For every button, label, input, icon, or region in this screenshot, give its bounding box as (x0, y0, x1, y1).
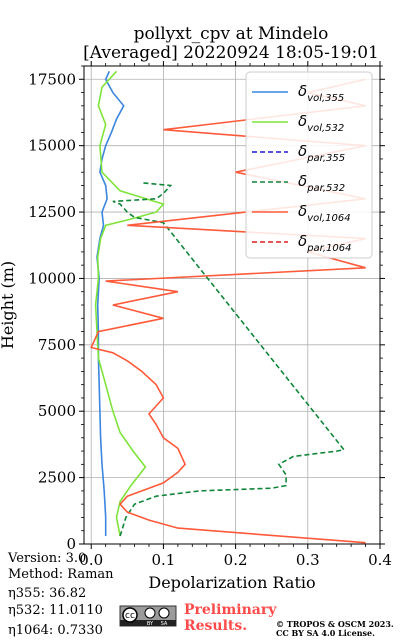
x-tick-label: 0.3 (296, 551, 320, 569)
legend-label: δvol,1064 (298, 202, 351, 224)
cc-icon (122, 607, 138, 623)
y-tick-label: 17500 (28, 70, 76, 88)
y-tick-label: 7500 (38, 336, 76, 354)
eta355-text: η355: 36.82 (8, 586, 86, 601)
x-tick-label: 0.0 (79, 551, 103, 569)
legend-label: δpar,355 (298, 142, 345, 164)
sa-icon (158, 607, 170, 619)
sa-label: SA (161, 621, 168, 627)
info-block: Version: 3.0 Method: Raman η355: 36.82 η… (7, 551, 114, 638)
eta532-text: η532: 11.0110 (8, 603, 103, 618)
y-tick-label: 10000 (28, 269, 76, 287)
version-text: Version: 3.0 (7, 551, 86, 566)
y-tick-label: 12500 (28, 203, 76, 221)
series-line-par-532 (112, 182, 346, 537)
x-tick-label: 0.4 (368, 551, 392, 569)
copyright-line2: CC BY SA 4.0 License. (276, 628, 375, 638)
y-tick-label: 5000 (38, 402, 76, 420)
cc-badge-strip (120, 620, 176, 626)
legend-label: δvol,355 (298, 82, 344, 104)
preliminary-text-line2: Results. (184, 618, 247, 634)
x-tick-label: 0.1 (151, 551, 175, 569)
y-tick-label: 0 (66, 535, 76, 553)
cc-license-badge: cc BY SA (119, 605, 177, 627)
plot-frame (83, 65, 381, 545)
chart-title: pollyxt_cpv at Mindelo (134, 24, 329, 44)
y-axis-label: Height (m) (0, 261, 17, 349)
series-line-vol-355 (96, 70, 125, 536)
y-tick-label: 15000 (28, 137, 76, 155)
preliminary-text-line1: Preliminary (184, 602, 277, 618)
by-label: BY (147, 621, 154, 627)
legend-label: δpar,532 (298, 172, 345, 194)
y-tick-label: 2500 (38, 469, 76, 487)
cc-icon-text: cc (125, 611, 135, 621)
copyright-line1: © TROPOS & OSCM 2023. (276, 619, 394, 629)
x-tick-label: 0.2 (224, 551, 248, 569)
legend: δvol,355 δvol,532 δpar,355 δpar,532 δvol,106… (245, 71, 373, 259)
series-line-vol-532 (94, 70, 165, 537)
legend-label: δvol,532 (298, 112, 344, 134)
by-icon (144, 607, 156, 619)
method-text: Method: Raman (8, 567, 114, 582)
x-axis-label: Depolarization Ratio (148, 573, 315, 592)
legend-label: δpar,1064 (298, 232, 351, 254)
eta1064-text: η1064: 0.7330 (8, 623, 103, 638)
chart-subtitle: [Averaged] 20220924 18:05-19:01 (83, 43, 379, 63)
